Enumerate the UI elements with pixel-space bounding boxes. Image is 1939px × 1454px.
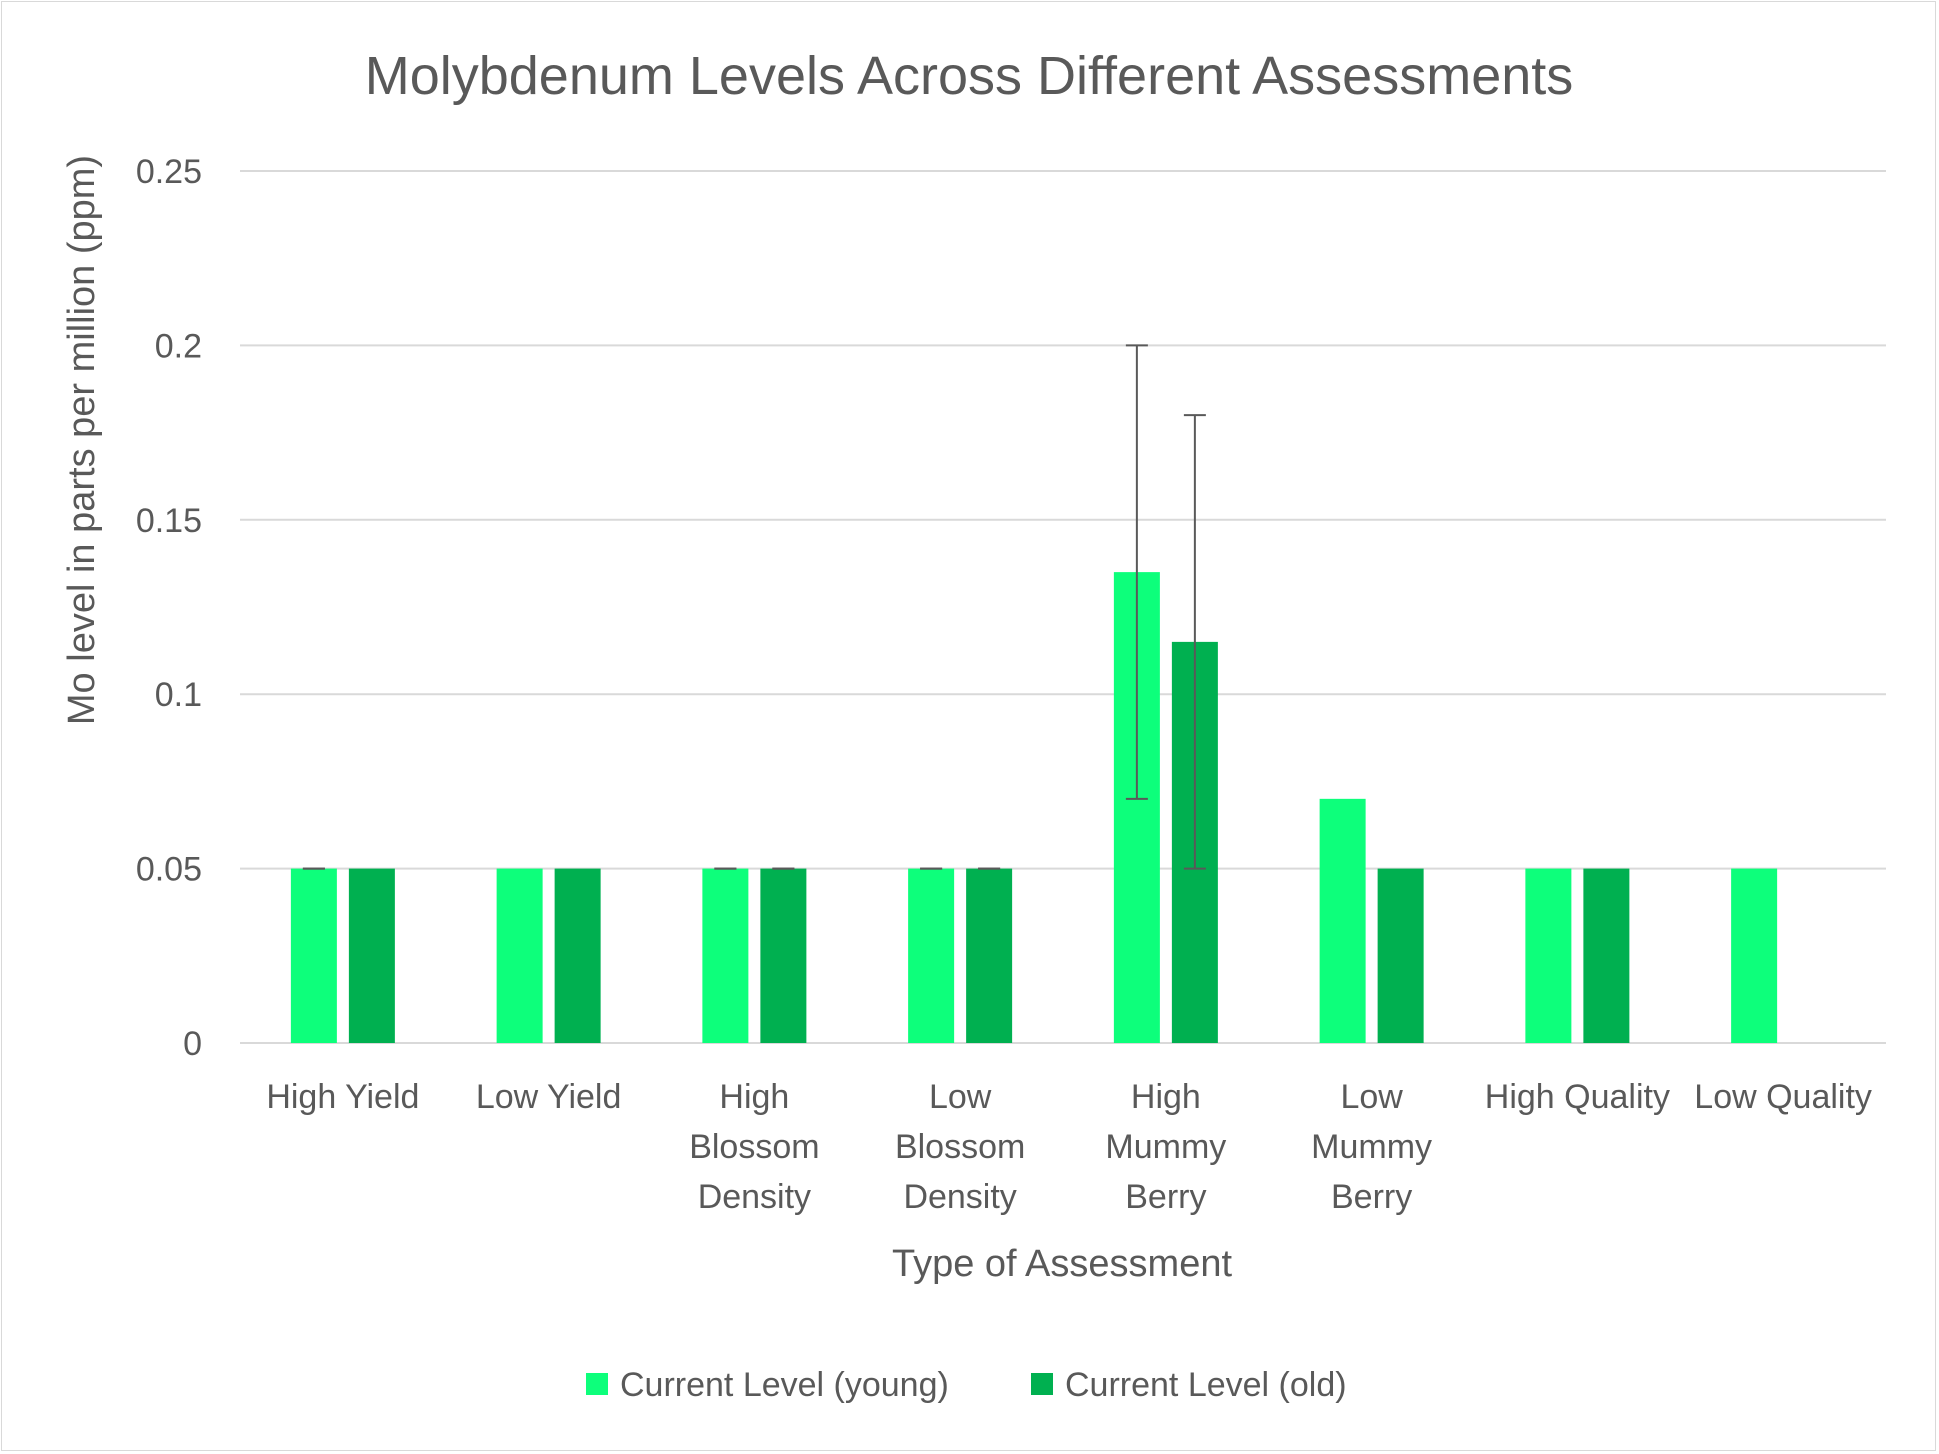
bar	[908, 868, 955, 1043]
bar	[1377, 868, 1424, 1043]
y-tick-label: 0.2	[155, 327, 202, 365]
legend-label: Current Level (old)	[1065, 1366, 1347, 1404]
chart-title: Molybdenum Levels Across Different Asses…	[365, 46, 1574, 106]
y-tick-label: 0.15	[136, 502, 202, 540]
x-tick-label: High Blossom Density	[689, 1078, 819, 1216]
bar	[1319, 798, 1366, 1043]
y-tick-label: 0	[183, 1025, 202, 1063]
bars	[290, 572, 1778, 1043]
legend-swatch	[1031, 1373, 1053, 1395]
error-bars	[302, 344, 1206, 870]
bar	[1525, 868, 1572, 1043]
x-tick-label: Low Quality	[1694, 1078, 1872, 1116]
bar	[290, 868, 337, 1043]
x-tick-label: High Quality	[1485, 1078, 1670, 1116]
bar	[760, 868, 807, 1043]
y-tick-label: 0.05	[136, 851, 202, 889]
y-axis-ticks: 0 0.05 0.1 0.15 0.2 0.25	[136, 153, 202, 1063]
bar	[1583, 868, 1630, 1043]
bar	[554, 868, 601, 1043]
x-tick-label: High Mummy Berry	[1105, 1078, 1226, 1216]
x-axis-ticks: High Yield Low Yield High Blossom Density Low…	[266, 1078, 1872, 1216]
x-tick-label: Low Mummy Berry	[1311, 1078, 1432, 1216]
bar	[1731, 868, 1778, 1043]
gridlines	[240, 170, 1886, 1044]
y-axis-title: Mo level in parts per million (ppm)	[61, 155, 103, 725]
x-tick-label: Low Blossom Density	[895, 1078, 1025, 1216]
y-tick-label: 0.1	[155, 676, 202, 714]
x-axis-title: Type of Assessment	[892, 1243, 1232, 1285]
bar	[702, 868, 749, 1043]
x-tick-label: High Yield	[266, 1078, 419, 1116]
legend: Current Level (young) Current Level (old)	[586, 1366, 1347, 1404]
legend-swatch	[586, 1373, 608, 1395]
bar	[496, 868, 543, 1043]
y-tick-label: 0.25	[136, 153, 202, 191]
bar	[966, 868, 1013, 1043]
legend-label: Current Level (young)	[620, 1366, 949, 1404]
bar	[348, 868, 395, 1043]
x-tick-label: Low Yield	[476, 1078, 622, 1116]
